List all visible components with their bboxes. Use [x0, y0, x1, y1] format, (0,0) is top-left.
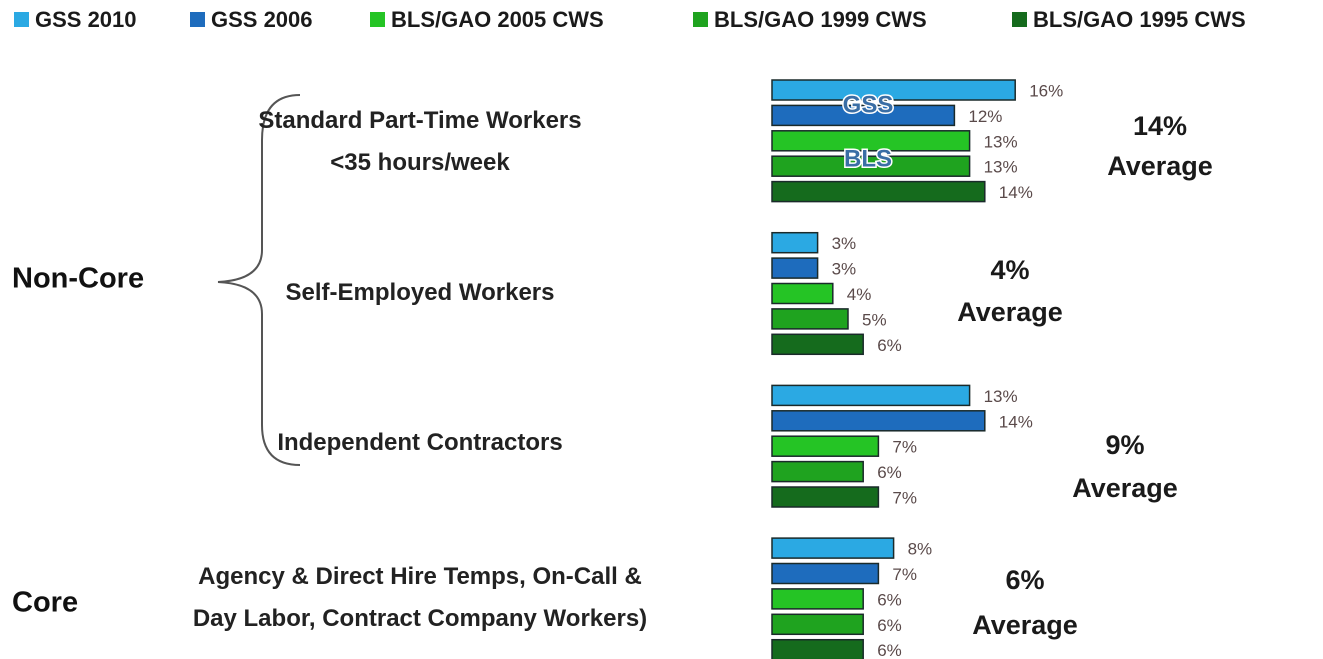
value-label: 14% — [999, 183, 1033, 202]
average-label: Average — [972, 610, 1078, 640]
bar — [771, 104, 956, 127]
bar — [771, 460, 864, 483]
value-label: 14% — [999, 412, 1033, 431]
value-label: 7% — [892, 565, 917, 584]
legend-label: GSS 2006 — [211, 7, 313, 32]
value-label: 7% — [892, 488, 917, 507]
legend-label: BLS/GAO 1995 CWS — [1033, 7, 1246, 32]
bar — [771, 537, 895, 559]
bar-tag: BLS — [844, 145, 892, 172]
average-label: Average — [1107, 151, 1213, 181]
bar — [771, 308, 849, 330]
value-label: 4% — [847, 285, 872, 304]
value-label: 3% — [832, 234, 857, 253]
bar — [771, 588, 864, 610]
value-label: 12% — [968, 107, 1002, 126]
value-label: 6% — [877, 641, 902, 659]
bar — [771, 282, 834, 305]
legend-label: BLS/GAO 1999 CWS — [714, 7, 927, 32]
value-label: 8% — [908, 540, 933, 559]
value-label: 16% — [1029, 81, 1063, 100]
bar — [771, 155, 971, 177]
average-value: 14% — [1133, 111, 1187, 141]
legend-label: GSS 2010 — [35, 7, 137, 32]
average-label: Average — [1072, 473, 1178, 503]
value-label: 6% — [877, 463, 902, 482]
legend-swatch — [693, 12, 708, 27]
category-label: Standard Part-Time Workers <35 hours/wee… — [258, 107, 582, 176]
legend-swatch — [14, 12, 29, 27]
legend-label: BLS/GAO 2005 CWS — [391, 7, 604, 32]
bar — [771, 79, 1016, 101]
average-label: Average — [957, 297, 1063, 327]
bar — [771, 486, 880, 508]
legend-swatch — [1012, 12, 1027, 27]
average-value: 4% — [990, 255, 1029, 285]
bar — [771, 410, 986, 432]
bar — [771, 231, 819, 254]
bar — [771, 435, 880, 457]
value-label: 6% — [877, 336, 902, 355]
average-value: 9% — [1105, 430, 1144, 460]
value-label: 7% — [892, 438, 917, 457]
value-label: 5% — [862, 310, 887, 329]
bar — [771, 638, 864, 659]
legend-swatch — [370, 12, 385, 27]
group-label: Non-Core — [12, 263, 144, 295]
bar — [771, 333, 864, 356]
bar — [771, 130, 971, 152]
value-label: 3% — [832, 260, 857, 279]
bar — [771, 180, 986, 203]
brace — [217, 94, 301, 466]
value-label: 13% — [984, 387, 1018, 406]
category-label: Agency & Direct Hire Temps, On-Call & Da… — [192, 563, 648, 632]
value-label: 13% — [984, 158, 1018, 177]
average-value: 6% — [1005, 565, 1044, 595]
value-label: 6% — [877, 590, 902, 609]
legend-swatch — [190, 12, 205, 27]
bar — [771, 257, 819, 279]
bar-tag: GSS — [843, 91, 894, 118]
bar — [771, 384, 971, 407]
bar — [771, 613, 864, 636]
value-label: 6% — [877, 616, 902, 635]
value-label: 13% — [984, 132, 1018, 151]
category-label: Self-Employed Workers — [285, 279, 555, 306]
group-label: Core — [12, 587, 78, 619]
category-label: Independent Contractors — [277, 429, 563, 456]
bar — [771, 562, 880, 585]
